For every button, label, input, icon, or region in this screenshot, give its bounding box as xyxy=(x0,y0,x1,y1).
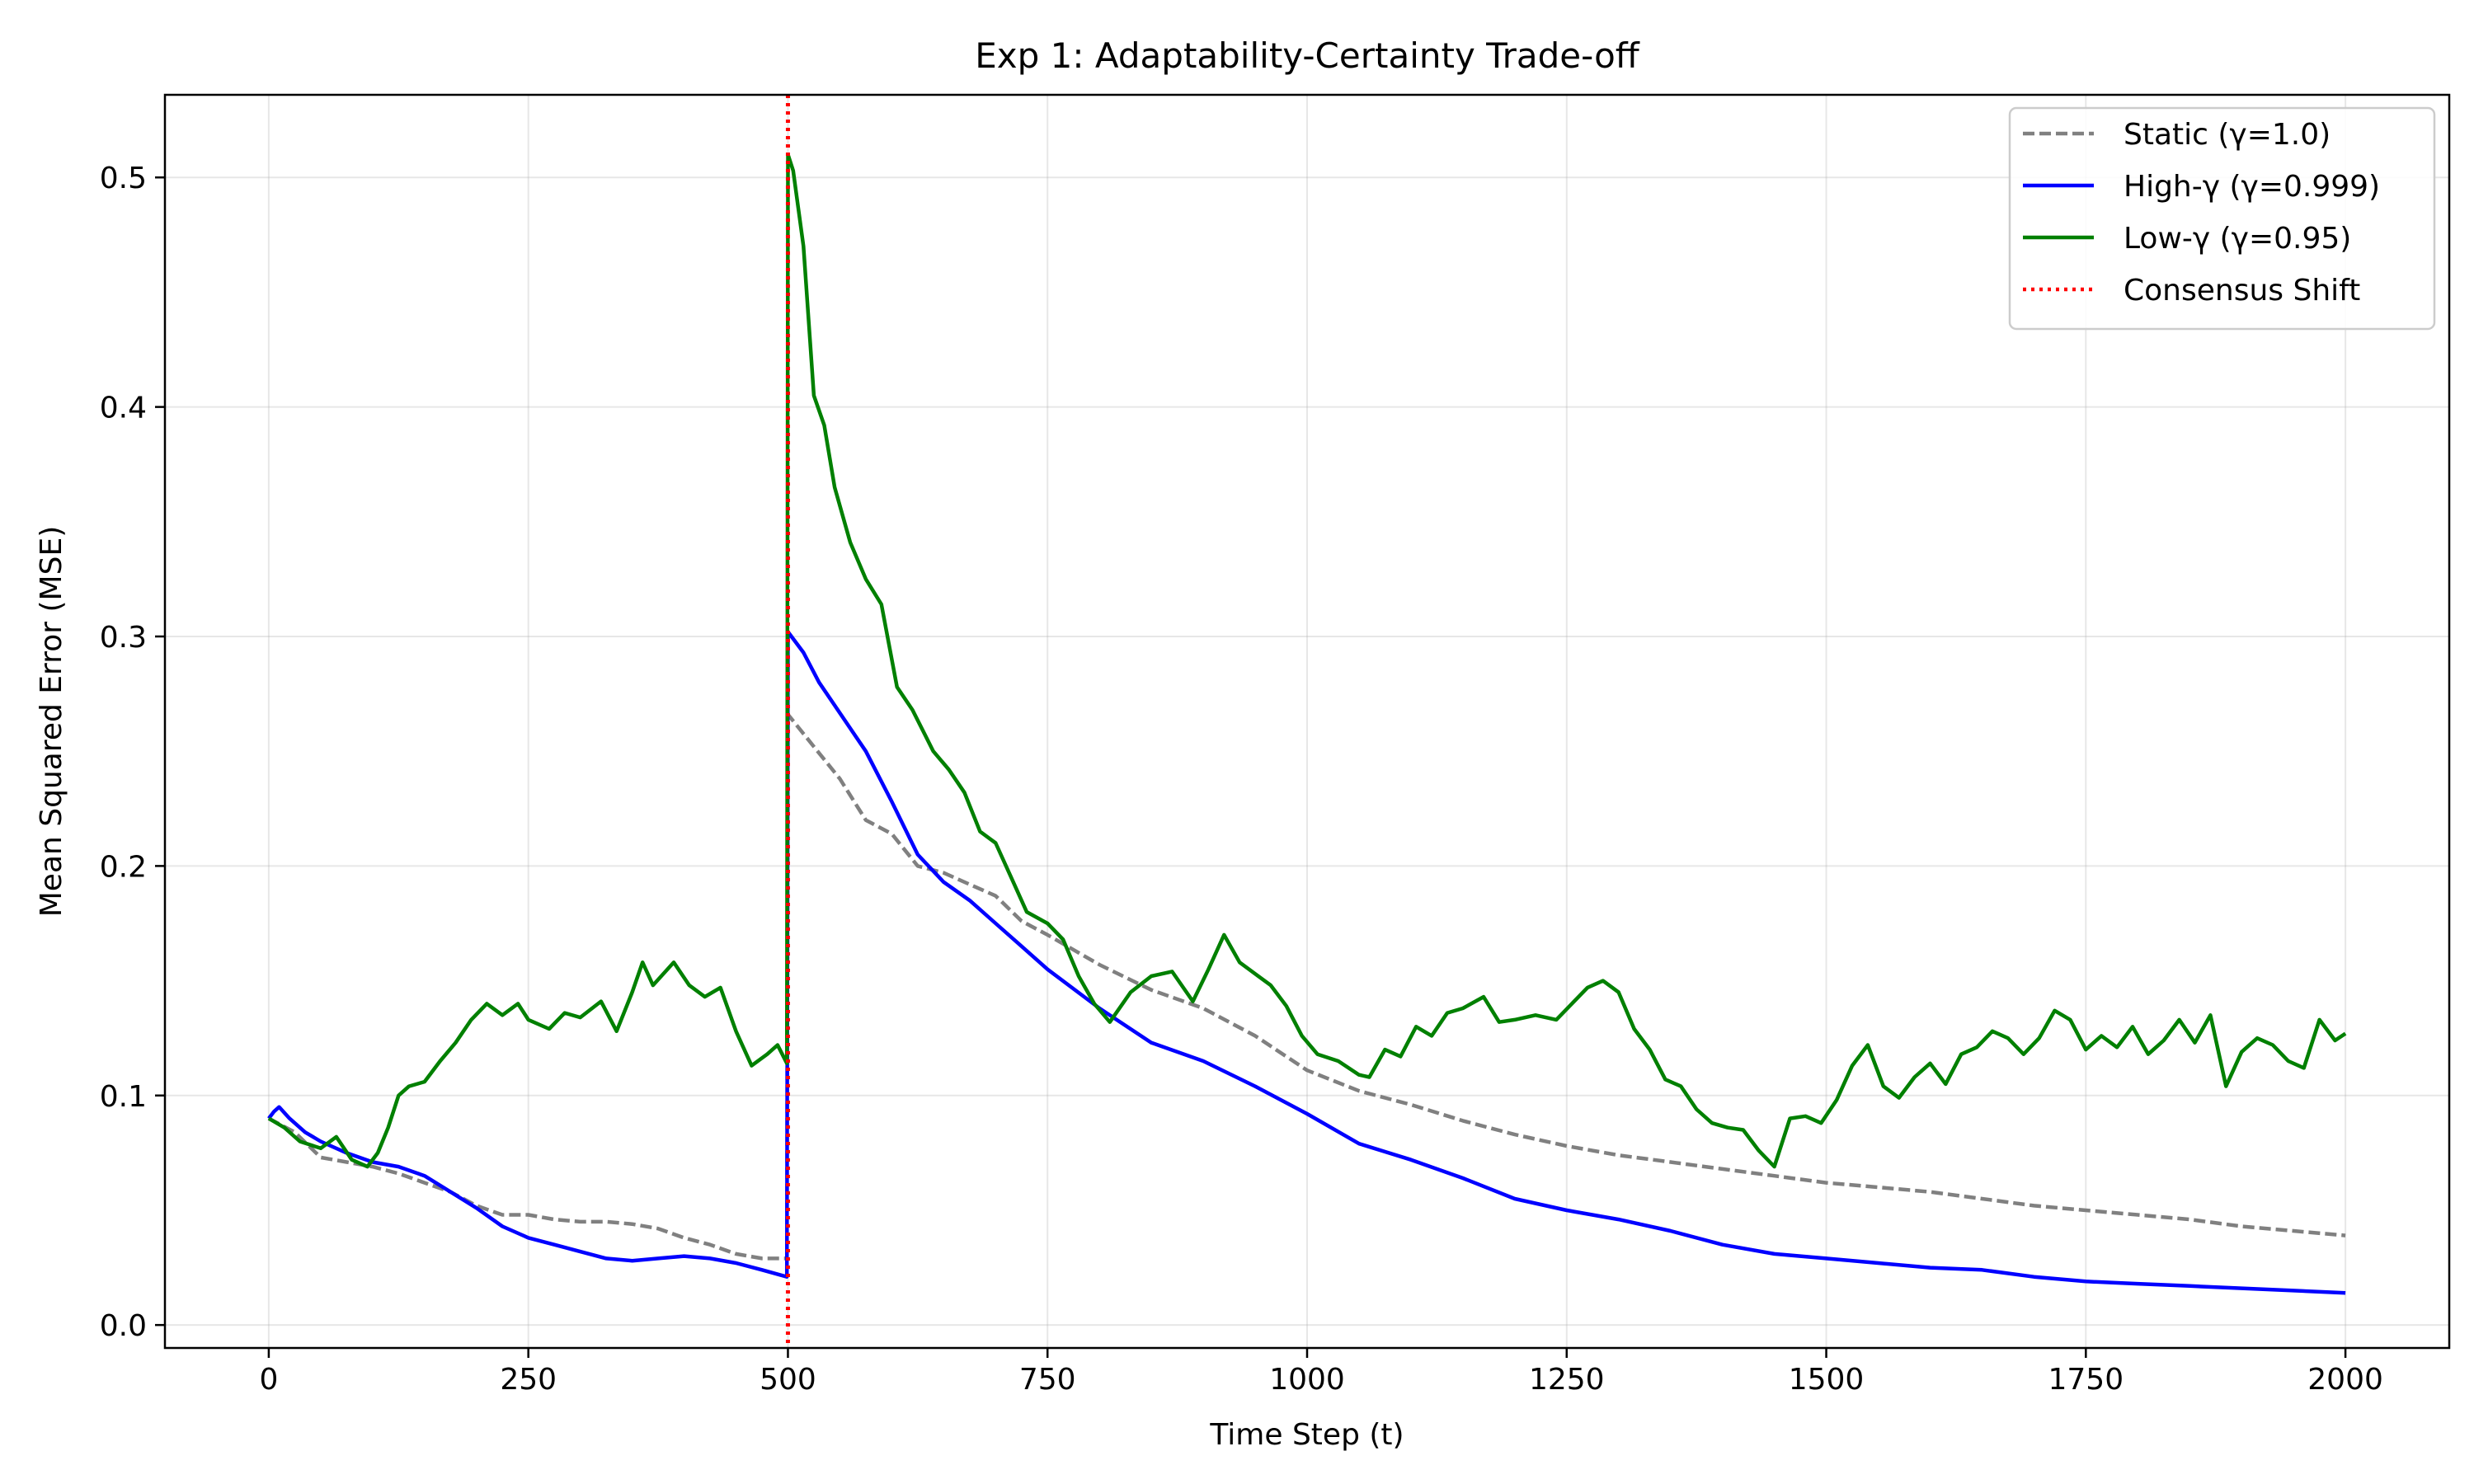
plot-lines xyxy=(267,95,2347,1348)
y-axis-label: Mean Squared Error (MSE) xyxy=(35,526,68,918)
x-tick-label: 1000 xyxy=(1269,1363,1345,1397)
series-line-high-0-999 xyxy=(267,630,2346,1295)
x-tick-label: 1750 xyxy=(2048,1363,2124,1397)
legend-label-consensus-shift: Consensus Shift xyxy=(2124,274,2360,308)
series-line-low-0-95 xyxy=(267,153,2347,1169)
y-tick-label: 0.0 xyxy=(100,1309,147,1343)
y-ticks: 0.0 0.1 0.2 0.3 0.4 0.5 xyxy=(100,162,165,1343)
y-tick-label: 0.4 xyxy=(100,392,147,425)
y-tick-label: 0.2 xyxy=(100,850,147,884)
x-tick-label: 2000 xyxy=(2307,1363,2383,1397)
legend-entries: Static (γ=1.0) High-γ (γ=0.999) Low-γ (γ=0… xyxy=(2023,118,2380,308)
x-tick-label: 0 xyxy=(259,1363,278,1397)
x-ticks: 0 250 500 750 1000 1250 1500 1750 2000 xyxy=(259,1348,2383,1397)
legend-box xyxy=(2008,106,2436,331)
legend-label-high-0-999: High-γ (γ=0.999) xyxy=(2124,170,2380,204)
y-tick-label: 0.5 xyxy=(100,162,147,195)
series-line-static-1-0 xyxy=(267,712,2346,1261)
x-tick-label: 750 xyxy=(1019,1363,1076,1397)
legend-label-static-1-0: Static (γ=1.0) xyxy=(2124,118,2331,152)
x-tick-label: 250 xyxy=(500,1363,557,1397)
x-tick-label: 500 xyxy=(760,1363,816,1397)
y-tick-label: 0.3 xyxy=(100,621,147,655)
legend: Static (γ=1.0) High-γ (γ=0.999) Low-γ (γ=0… xyxy=(2008,106,2436,331)
x-tick-label: 1500 xyxy=(1789,1363,1865,1397)
x-axis-label: Time Step (t) xyxy=(1209,1418,1404,1452)
x-tick-label: 1250 xyxy=(1529,1363,1605,1397)
legend-label-low-0-95: Low-γ (γ=0.95) xyxy=(2124,222,2351,256)
plot-area-frame xyxy=(163,93,2451,1350)
y-tick-label: 0.1 xyxy=(100,1080,147,1114)
chart-title: Exp 1: Adaptability-Certainty Trade-off xyxy=(975,35,1640,76)
